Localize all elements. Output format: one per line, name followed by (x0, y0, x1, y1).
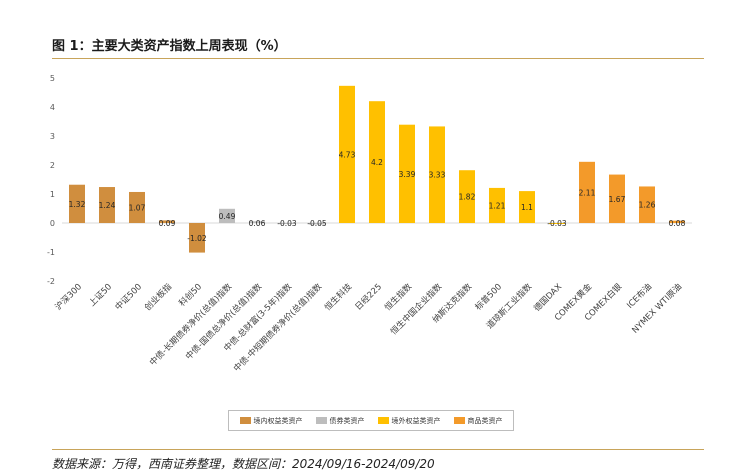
data-label: 1.32 (69, 200, 86, 209)
legend: 境内权益类资产 债券类资产 境外权益类资产 商品类资产 (228, 410, 514, 431)
legend-label-domestic-equity: 境内权益类资产 (253, 416, 303, 425)
y-tick-label: 0 (50, 219, 55, 228)
category-label: 中证500 (113, 281, 144, 312)
legend-item-bond: 债券类资产 (315, 416, 365, 426)
bar (129, 191, 145, 223)
bar (99, 187, 115, 223)
y-tick-label: -1 (47, 248, 55, 257)
category-label: 上证50 (87, 282, 114, 309)
bar (339, 85, 355, 223)
legend-label-overseas-equity: 境外权益类资产 (391, 416, 441, 425)
data-label: -0.05 (307, 219, 327, 228)
legend-item-commodity: 商品类资产 (453, 416, 503, 426)
legend-swatch-commodity (453, 417, 465, 424)
data-label: 1.24 (99, 201, 116, 210)
y-tick-label: -2 (47, 277, 55, 286)
bar-chart: -2 -1 0 1 2 3 4 5 1.32 沪深300 1.24 上证50 1.07 中证500 0.09… (47, 74, 692, 374)
data-label: -0.03 (547, 219, 567, 228)
bar (639, 186, 655, 223)
legend-item-overseas-equity: 境外权益类资产 (377, 416, 441, 426)
data-label: 1.26 (639, 201, 656, 210)
legend-item-domestic-equity: 境内权益类资产 (239, 416, 303, 426)
legend-label-commodity: 商品类资产 (467, 416, 503, 425)
data-label: 1.21 (489, 201, 506, 210)
chart-title: 图 1：主要大类资产指数上周表现（%） (52, 39, 287, 54)
bar (489, 187, 505, 223)
category-label: 恒生中国企业指数 (388, 281, 444, 337)
bar (429, 126, 445, 223)
legend-label-bond: 债券类资产 (329, 416, 365, 425)
legend-swatch-overseas-equity (377, 417, 389, 424)
source-divider (52, 449, 704, 450)
data-label: -0.03 (277, 219, 297, 228)
y-tick-label: 1 (50, 190, 55, 199)
bar (279, 223, 295, 224)
data-label: 3.33 (429, 171, 446, 180)
title-divider (52, 58, 704, 59)
bar (219, 208, 235, 223)
legend-swatch-bond (315, 417, 327, 424)
y-tick-label: 3 (50, 132, 55, 141)
bar (519, 191, 535, 223)
data-label: 1.1 (521, 203, 533, 212)
data-label: 0.08 (669, 219, 686, 228)
data-label: 2.11 (579, 188, 596, 197)
data-label: 0.49 (219, 212, 236, 221)
bar (459, 170, 475, 223)
category-label: 标普500 (473, 281, 504, 312)
category-label: 科创50 (177, 281, 204, 308)
data-label: 1.82 (459, 193, 476, 202)
category-label: 恒生科技 (322, 281, 354, 313)
bar (609, 174, 625, 223)
data-label: 0.09 (159, 219, 176, 228)
bar (309, 223, 325, 225)
data-label: 0.06 (249, 219, 266, 228)
bar (189, 223, 205, 253)
data-label: -1.02 (187, 234, 207, 243)
y-tick-label: 4 (50, 103, 55, 112)
data-label: 1.07 (129, 203, 146, 212)
bar (369, 101, 385, 223)
data-label: 4.2 (371, 158, 383, 167)
data-source-note: 数据来源：万得，西南证券整理，数据区间：2024/09/16-2024/09/2… (52, 457, 435, 471)
category-label: NYMEX WTI原油 (630, 281, 684, 335)
bar (399, 124, 415, 223)
bar (159, 220, 175, 223)
category-label: ICE布油 (625, 281, 655, 311)
y-tick-label: 5 (50, 74, 55, 83)
y-tick-label: 2 (50, 161, 55, 170)
bar (549, 223, 565, 224)
data-label: 3.39 (399, 170, 416, 179)
bar (669, 220, 685, 223)
bar (249, 221, 265, 223)
category-label: 沪深300 (53, 281, 84, 312)
category-label: 创业板指 (142, 281, 174, 313)
bar (579, 161, 595, 223)
data-label: 4.73 (339, 150, 356, 159)
category-label: 日经225 (353, 281, 384, 312)
data-label: 1.67 (609, 195, 626, 204)
legend-swatch-domestic-equity (239, 417, 251, 424)
bar (69, 184, 85, 223)
